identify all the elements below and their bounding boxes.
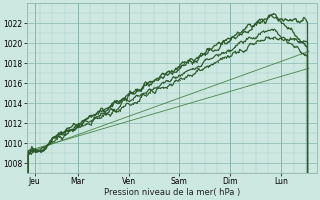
X-axis label: Pression niveau de la mer( hPa ): Pression niveau de la mer( hPa ) xyxy=(104,188,240,197)
